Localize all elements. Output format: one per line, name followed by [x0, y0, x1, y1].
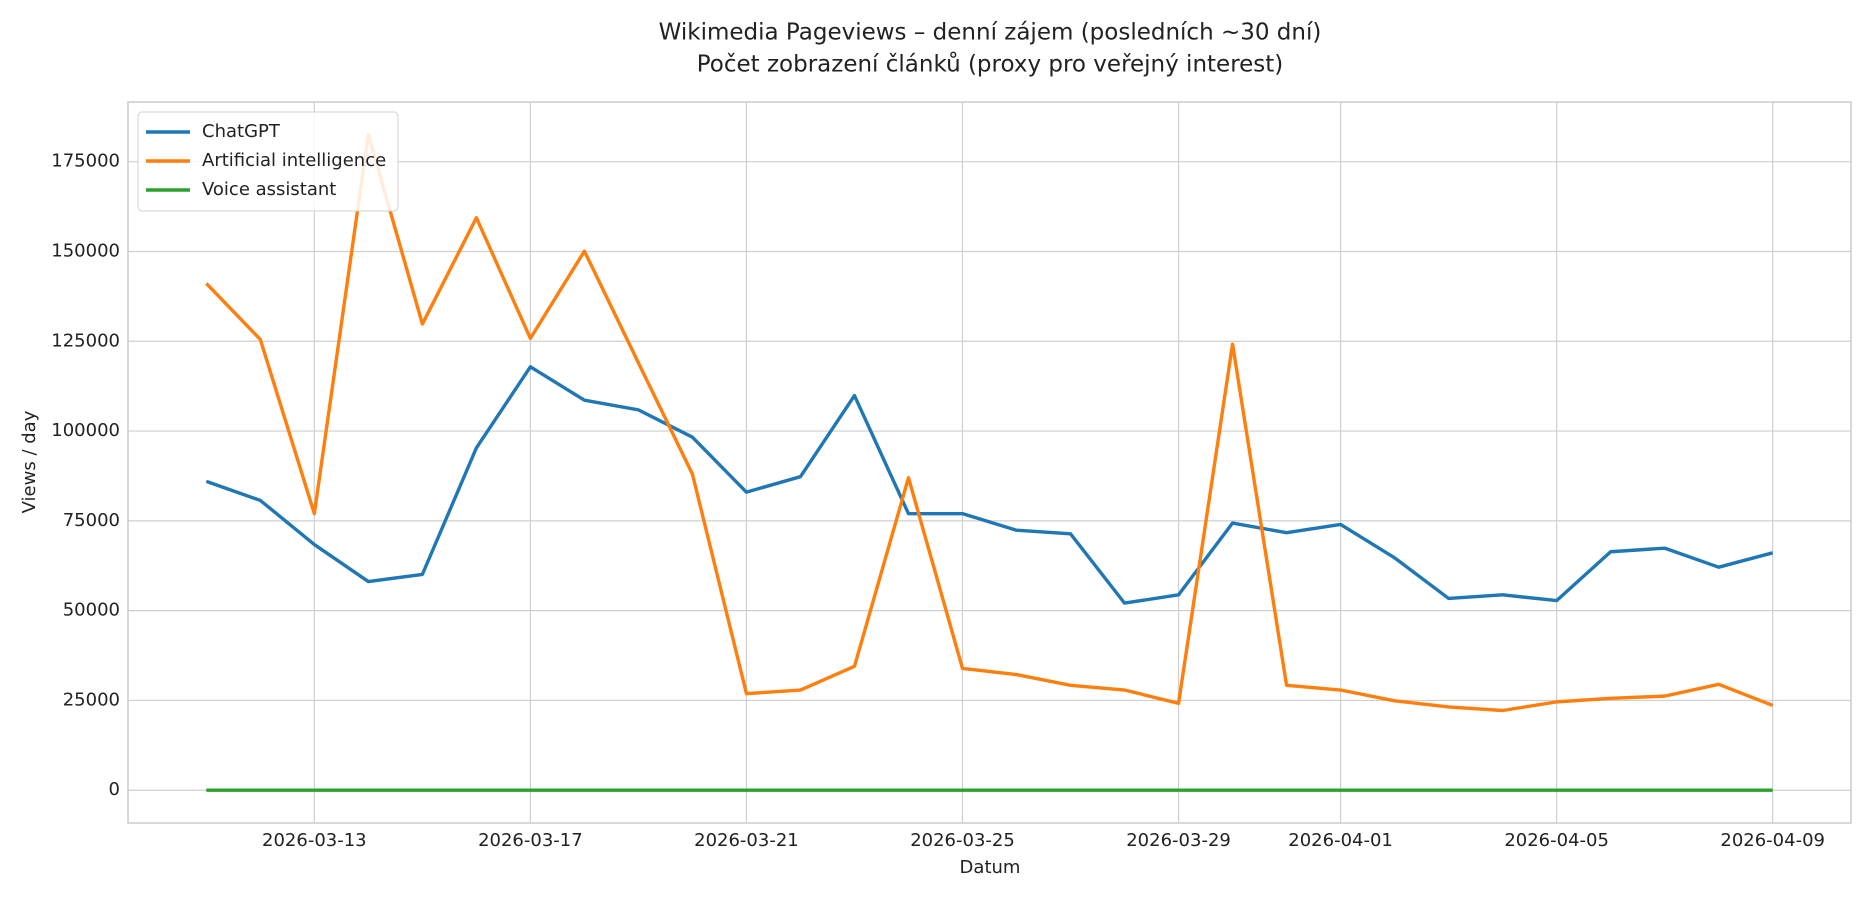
y-tick-label: 0	[109, 779, 120, 800]
x-tick-label: 2026-03-29	[1126, 830, 1231, 851]
y-tick-label: 100000	[51, 420, 120, 441]
x-tick-label: 2026-04-01	[1288, 830, 1393, 851]
x-tick-label: 2026-03-13	[262, 830, 367, 851]
legend-label: Artificial intelligence	[202, 150, 386, 171]
y-tick-label: 175000	[51, 151, 120, 172]
legend-box	[137, 111, 399, 212]
y-tick-label: 150000	[51, 240, 120, 261]
x-tick-label: 2026-04-09	[1720, 830, 1825, 851]
y-axis-label: Views / day	[19, 410, 40, 513]
x-tick-label: 2026-04-05	[1504, 830, 1609, 851]
legend: ChatGPT Artificial intelligence Voice assi…	[137, 111, 399, 212]
y-tick-label: 50000	[63, 600, 120, 621]
chart-title: Wikimedia Pageviews – denní zájem (posle…	[659, 20, 1322, 46]
x-tick-label: 2026-03-21	[694, 830, 799, 851]
y-tick-label: 125000	[51, 330, 120, 351]
legend-label: Voice assistant	[202, 179, 336, 200]
y-tick-label: 25000	[63, 689, 120, 710]
chart-subtitle: Počet zobrazení článků (proxy pro veřejn…	[697, 51, 1284, 78]
x-tick-label: 2026-03-17	[478, 830, 583, 851]
x-axis-label: Datum	[960, 857, 1021, 878]
plot-frame	[127, 101, 1852, 824]
legend-label: ChatGPT	[202, 121, 281, 142]
series-line	[205, 132, 1774, 713]
y-tick-label: 75000	[63, 510, 120, 531]
series-line	[205, 365, 1774, 605]
x-tick-label: 2026-03-25	[910, 830, 1015, 851]
